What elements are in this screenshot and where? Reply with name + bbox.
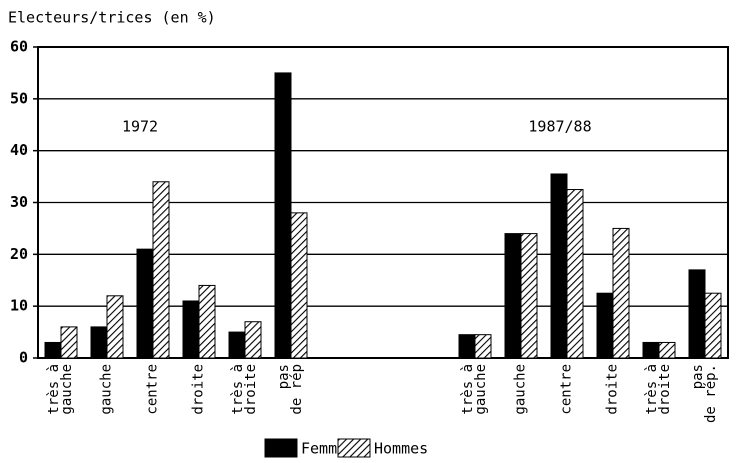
x-tick-label: gauche — [98, 364, 115, 415]
bar — [566, 189, 584, 359]
x-tick-label: centre — [144, 364, 161, 415]
annotation: 1987/88 — [528, 118, 591, 136]
bar — [658, 341, 676, 359]
legend-swatch — [337, 438, 371, 458]
x-tick-label: très à droite — [644, 364, 673, 415]
y-tick-label: 10 — [10, 297, 28, 315]
y-tick-label: 20 — [10, 245, 28, 263]
plot-frame — [37, 46, 729, 359]
x-tick-label: très à gauche — [460, 364, 489, 415]
x-tick-label: droite — [604, 364, 621, 415]
y-tick-label: 30 — [10, 193, 28, 211]
bar — [612, 227, 630, 359]
bar — [504, 233, 522, 359]
bar — [228, 331, 246, 359]
legend-swatch — [264, 438, 298, 458]
bar — [474, 334, 492, 359]
bar — [198, 284, 216, 359]
y-tick-label: 40 — [10, 141, 28, 159]
legend-label: Hommes — [374, 440, 428, 458]
bar — [458, 334, 476, 359]
bar — [274, 72, 292, 359]
bar — [182, 300, 200, 359]
bar — [152, 181, 170, 359]
bar — [90, 326, 108, 359]
x-tick-label: pas de rép. — [690, 364, 719, 424]
bar — [596, 292, 614, 359]
x-tick-label: très à gauche — [46, 364, 75, 415]
x-tick-label: très à droite — [230, 364, 259, 415]
chart-title: Electeurs/trices (en %) — [8, 9, 216, 27]
bar — [106, 295, 124, 359]
bar — [244, 321, 262, 359]
bar — [290, 212, 308, 359]
bar — [688, 269, 706, 359]
bar — [704, 292, 722, 359]
bar — [550, 173, 568, 359]
x-tick-label: centre — [558, 364, 575, 415]
y-tick-label: 60 — [10, 38, 28, 56]
y-tick-label: 0 — [19, 349, 28, 367]
bar — [642, 341, 660, 359]
y-tick-label: 50 — [10, 89, 28, 107]
bar — [60, 326, 78, 359]
x-tick-label: droite — [190, 364, 207, 415]
x-tick-label: gauche — [512, 364, 529, 415]
bar — [136, 248, 154, 359]
x-tick-label: pas de rép — [276, 364, 305, 415]
bar — [520, 233, 538, 359]
annotation: 1972 — [122, 118, 158, 136]
bar — [44, 341, 62, 359]
